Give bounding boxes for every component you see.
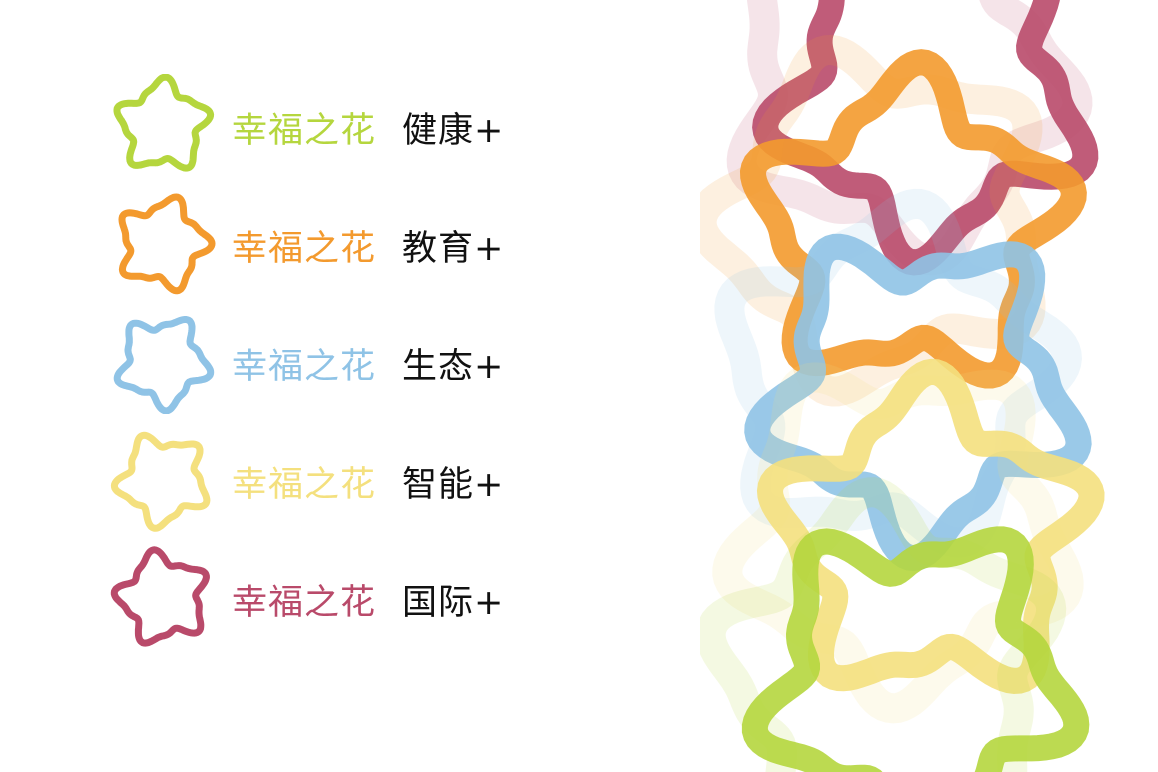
- brand-row-smart: 幸福之花 智能+: [108, 428, 528, 532]
- flower-star-icon: [110, 546, 210, 647]
- brand-row-health: 幸福之花 健康+: [108, 74, 528, 178]
- brand-name: 幸福之花: [232, 465, 377, 505]
- brand-row-education: 幸福之花 教育+: [108, 192, 528, 296]
- flower-star-icon: [118, 193, 216, 295]
- brand-name: 幸福之花: [232, 111, 377, 151]
- ribbon-pattern-icon: [700, 0, 1105, 772]
- brand-row-international: 幸福之花 国际+: [108, 546, 528, 650]
- brand-name: 幸福之花: [232, 229, 377, 269]
- brand-row-ecology: 幸福之花 生态+: [108, 310, 528, 414]
- category-label: 教育+: [402, 229, 505, 269]
- flower-star-icon: [113, 74, 215, 172]
- brand-name: 幸福之花: [232, 583, 377, 623]
- brand-name: 幸福之花: [232, 347, 377, 387]
- category-label: 智能+: [402, 465, 505, 505]
- category-label: 健康+: [402, 111, 505, 151]
- category-label: 生态+: [402, 347, 505, 387]
- flower-star-icon: [113, 316, 215, 414]
- category-label: 国际+: [402, 583, 505, 623]
- flower-star-icon: [110, 431, 211, 532]
